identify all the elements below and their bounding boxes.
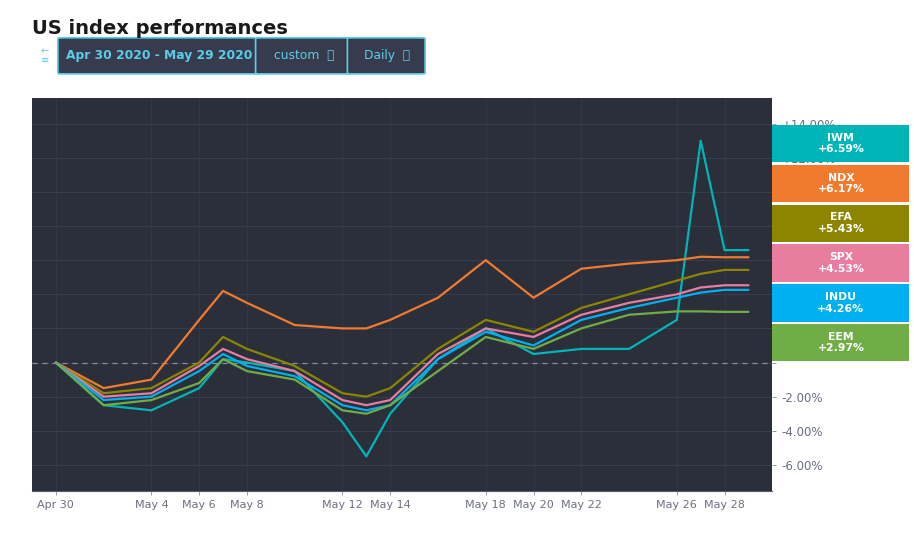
Text: US index performances: US index performances — [32, 19, 288, 38]
Text: INDU
+4.26%: INDU +4.26% — [817, 292, 865, 313]
FancyBboxPatch shape — [256, 38, 354, 74]
Bar — [772, 165, 909, 202]
Text: EFA
+5.43%: EFA +5.43% — [817, 213, 865, 234]
FancyBboxPatch shape — [58, 38, 261, 74]
Bar — [772, 204, 909, 242]
Bar — [772, 324, 909, 361]
Text: IWM
+6.59%: IWM +6.59% — [817, 133, 865, 154]
Bar — [772, 244, 909, 282]
Text: SPX
+4.53%: SPX +4.53% — [817, 252, 865, 274]
Text: custom  ⌵: custom ⌵ — [274, 50, 335, 62]
Text: NDX
+6.17%: NDX +6.17% — [817, 173, 865, 194]
Bar — [772, 125, 909, 162]
Text: Daily  ⌵: Daily ⌵ — [364, 50, 409, 62]
Text: EEM
+2.97%: EEM +2.97% — [817, 332, 865, 354]
Text: Apr 30 2020 - May 29 2020: Apr 30 2020 - May 29 2020 — [66, 50, 252, 62]
Bar — [772, 284, 909, 322]
Text: ←
≡: ← ≡ — [41, 46, 49, 65]
FancyBboxPatch shape — [347, 38, 425, 74]
